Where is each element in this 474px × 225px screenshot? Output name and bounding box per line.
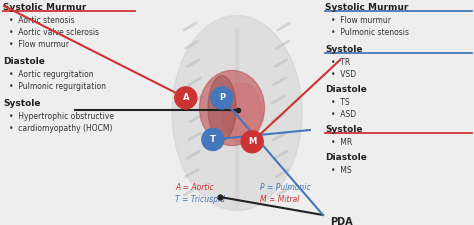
Ellipse shape [172,16,302,211]
Ellipse shape [200,70,264,146]
Text: P: P [219,93,225,102]
Text: •  TS: • TS [331,98,350,107]
Text: PDA: PDA [330,217,353,225]
Text: •  Pulmonic stenosis: • Pulmonic stenosis [331,28,409,37]
Text: •  MS: • MS [331,166,352,175]
Text: •  Aortic valve sclerosis: • Aortic valve sclerosis [9,28,99,37]
Ellipse shape [222,83,262,143]
Text: Diastole: Diastole [3,57,45,66]
Text: Systolic Murmur: Systolic Murmur [325,3,409,12]
Text: •  VSD: • VSD [331,70,356,79]
Circle shape [175,87,197,109]
Text: T: T [210,135,216,144]
Text: •  Flow murmur: • Flow murmur [331,16,391,25]
Text: M = Mitral: M = Mitral [260,195,300,204]
Text: T = Tricuspid: T = Tricuspid [175,195,225,204]
Text: •  Pulmonic regurgitation: • Pulmonic regurgitation [9,82,106,91]
Text: M: M [248,137,256,146]
Text: •  Aortic stenosis: • Aortic stenosis [9,16,74,25]
Text: P = Pulmonic: P = Pulmonic [260,183,310,192]
Text: Systole: Systole [325,125,363,134]
Text: A: A [182,93,189,102]
Circle shape [202,128,224,151]
Circle shape [241,131,263,153]
Text: A = Aortic: A = Aortic [175,183,214,192]
Text: •  ASD: • ASD [331,110,356,119]
Text: •  Aortic regurgitation: • Aortic regurgitation [9,70,94,79]
Text: •  TR: • TR [331,58,350,67]
Text: Diastole: Diastole [325,85,367,94]
Text: Systole: Systole [3,99,40,108]
Text: •  Hypertrophic obstructive: • Hypertrophic obstructive [9,112,114,121]
Text: •  MR: • MR [331,138,352,147]
Circle shape [211,87,233,109]
Ellipse shape [208,76,236,140]
Text: Systolic Murmur: Systolic Murmur [3,3,86,12]
Text: Diastole: Diastole [325,153,367,162]
Text: Systole: Systole [325,45,363,54]
Text: •  cardiomyopathy (HOCM): • cardiomyopathy (HOCM) [9,124,112,133]
Text: •  Flow murmur: • Flow murmur [9,40,69,49]
